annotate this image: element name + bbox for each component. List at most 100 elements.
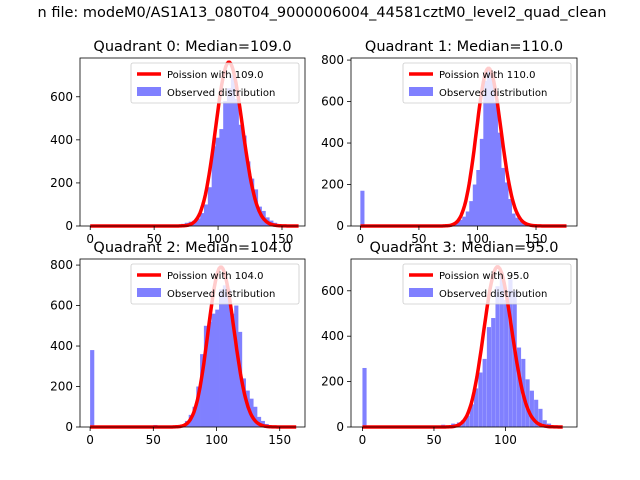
histogram-bar bbox=[234, 305, 239, 427]
histogram-bar bbox=[499, 272, 504, 427]
histogram-bar bbox=[495, 286, 500, 427]
legend-box bbox=[130, 263, 300, 305]
histogram-bar bbox=[200, 213, 205, 226]
histogram-bar bbox=[483, 80, 488, 226]
histogram-bar bbox=[504, 299, 509, 427]
histogram-bar bbox=[204, 204, 209, 226]
legend-observed-label: Observed distribution bbox=[167, 289, 275, 300]
legend-poisson-label: Poission with 109.0 bbox=[167, 70, 263, 81]
histogram-bar bbox=[518, 220, 523, 226]
histogram-bar bbox=[458, 219, 463, 226]
y-tick-label: 400 bbox=[321, 329, 344, 343]
histogram-bar bbox=[219, 129, 224, 226]
subplot-title: Quadrant 3: Median=95.0 bbox=[370, 240, 559, 256]
histogram-bar bbox=[253, 406, 258, 427]
histogram-bar bbox=[360, 190, 365, 226]
histogram-bar bbox=[465, 211, 470, 226]
x-tick-label: 50 bbox=[426, 433, 441, 447]
y-tick-label: 200 bbox=[50, 380, 73, 394]
histogram-bar bbox=[479, 138, 484, 226]
y-tick-label: 0 bbox=[336, 219, 344, 233]
histogram-bar bbox=[223, 101, 228, 226]
subplot-quadrant-3: Quadrant 3: Median=95.0 0 50 100 0 200 400 600 P… bbox=[321, 240, 578, 447]
histogram-bar bbox=[491, 318, 496, 427]
x-tick-label: 0 bbox=[86, 232, 94, 246]
x-tick-label: 0 bbox=[86, 433, 94, 447]
legend: Poission with 110.0 Observed distribution bbox=[402, 62, 572, 104]
histogram-bar bbox=[462, 216, 467, 226]
histogram-bar bbox=[476, 170, 481, 226]
legend-poisson-label: Poission with 110.0 bbox=[439, 70, 535, 81]
histogram-bar bbox=[230, 313, 235, 427]
legend-observed-label: Observed distribution bbox=[167, 88, 275, 99]
histogram-bar bbox=[472, 184, 477, 226]
y-tick-label: 600 bbox=[321, 284, 344, 298]
histogram-bar bbox=[486, 327, 492, 427]
x-tick-label: 100 bbox=[207, 232, 230, 246]
legend: Poission with 109.0 Observed distribution bbox=[130, 62, 300, 104]
histogram-bar bbox=[469, 404, 474, 427]
legend-observed-label: Observed distribution bbox=[439, 289, 547, 300]
histogram-bar bbox=[246, 161, 251, 226]
x-tick-label: 50 bbox=[146, 433, 161, 447]
histogram-bar bbox=[215, 309, 220, 427]
y-tick-label: 400 bbox=[321, 136, 344, 150]
histogram-bar bbox=[207, 187, 213, 226]
legend-poisson-label: Poission with 95.0 bbox=[439, 271, 529, 282]
histogram-bar bbox=[486, 70, 491, 226]
subplot-grid: Quadrant 0: Median=109.0 0 50 100 150 0 200 400… bbox=[50, 39, 578, 447]
histogram-bar bbox=[234, 98, 239, 226]
histogram-bar bbox=[465, 415, 470, 427]
subplot-quadrant-0: Quadrant 0: Median=109.0 0 50 100 150 0 200 400… bbox=[50, 39, 306, 246]
histogram-bar bbox=[196, 386, 201, 427]
histogram-bar bbox=[493, 101, 498, 226]
histogram-bar bbox=[256, 416, 262, 427]
x-tick-label: 150 bbox=[525, 232, 548, 246]
subplot-title: Quadrant 0: Median=109.0 bbox=[93, 39, 291, 55]
legend-poisson-label: Poission with 104.0 bbox=[167, 271, 263, 282]
histogram-bar bbox=[227, 88, 232, 227]
histogram-bar bbox=[90, 350, 95, 427]
legend-bar-swatch bbox=[409, 288, 433, 297]
histogram-bar bbox=[211, 313, 216, 427]
y-tick-label: 200 bbox=[50, 176, 73, 190]
histogram-bar bbox=[500, 167, 505, 226]
x-tick-label: 50 bbox=[147, 232, 162, 246]
histogram-bar bbox=[238, 124, 243, 226]
x-tick-label: 150 bbox=[268, 433, 291, 447]
y-tick-label: 600 bbox=[50, 299, 73, 313]
histogram-bar bbox=[455, 221, 460, 226]
histogram-bar bbox=[534, 399, 539, 427]
histogram-bar bbox=[242, 135, 247, 226]
axes-frame bbox=[350, 57, 578, 227]
x-tick-label: 0 bbox=[359, 433, 367, 447]
figure-suptitle: n file: modeM0/AS1A13_080T04_9000006004_… bbox=[38, 5, 607, 21]
subplot-quadrant-1: Quadrant 1: Median=110.0 0 50 100 150 0 200 400… bbox=[321, 39, 578, 246]
legend-bar-swatch bbox=[409, 87, 433, 96]
histogram-bar bbox=[511, 213, 516, 226]
histogram-bar bbox=[226, 289, 231, 427]
y-tick-label: 0 bbox=[65, 219, 73, 233]
histogram-bar bbox=[516, 347, 522, 427]
x-tick-label: 50 bbox=[411, 232, 426, 246]
subplot-title: Quadrant 1: Median=110.0 bbox=[365, 39, 563, 55]
axes-frame bbox=[79, 258, 306, 428]
y-tick-label: 0 bbox=[65, 420, 73, 434]
histogram-bar bbox=[250, 178, 255, 226]
x-tick-label: 100 bbox=[494, 433, 517, 447]
y-tick-label: 600 bbox=[50, 90, 73, 104]
legend-bar-swatch bbox=[137, 288, 161, 297]
histogram-bar bbox=[542, 420, 547, 427]
y-tick-label: 0 bbox=[336, 420, 344, 434]
y-tick-label: 200 bbox=[321, 178, 344, 192]
legend-box bbox=[130, 62, 300, 104]
legend-observed-label: Observed distribution bbox=[439, 88, 547, 99]
histogram-bar bbox=[514, 217, 520, 226]
histogram-bar bbox=[207, 321, 212, 427]
histogram-bar bbox=[482, 358, 487, 427]
y-tick-label: 800 bbox=[50, 258, 73, 272]
histogram-bar bbox=[196, 218, 201, 226]
x-tick-label: 0 bbox=[357, 232, 365, 246]
x-tick-label: 150 bbox=[271, 232, 294, 246]
subplot-quadrant-2: Quadrant 2: Median=104.0 0 50 100 150 0 200 400… bbox=[50, 240, 306, 447]
